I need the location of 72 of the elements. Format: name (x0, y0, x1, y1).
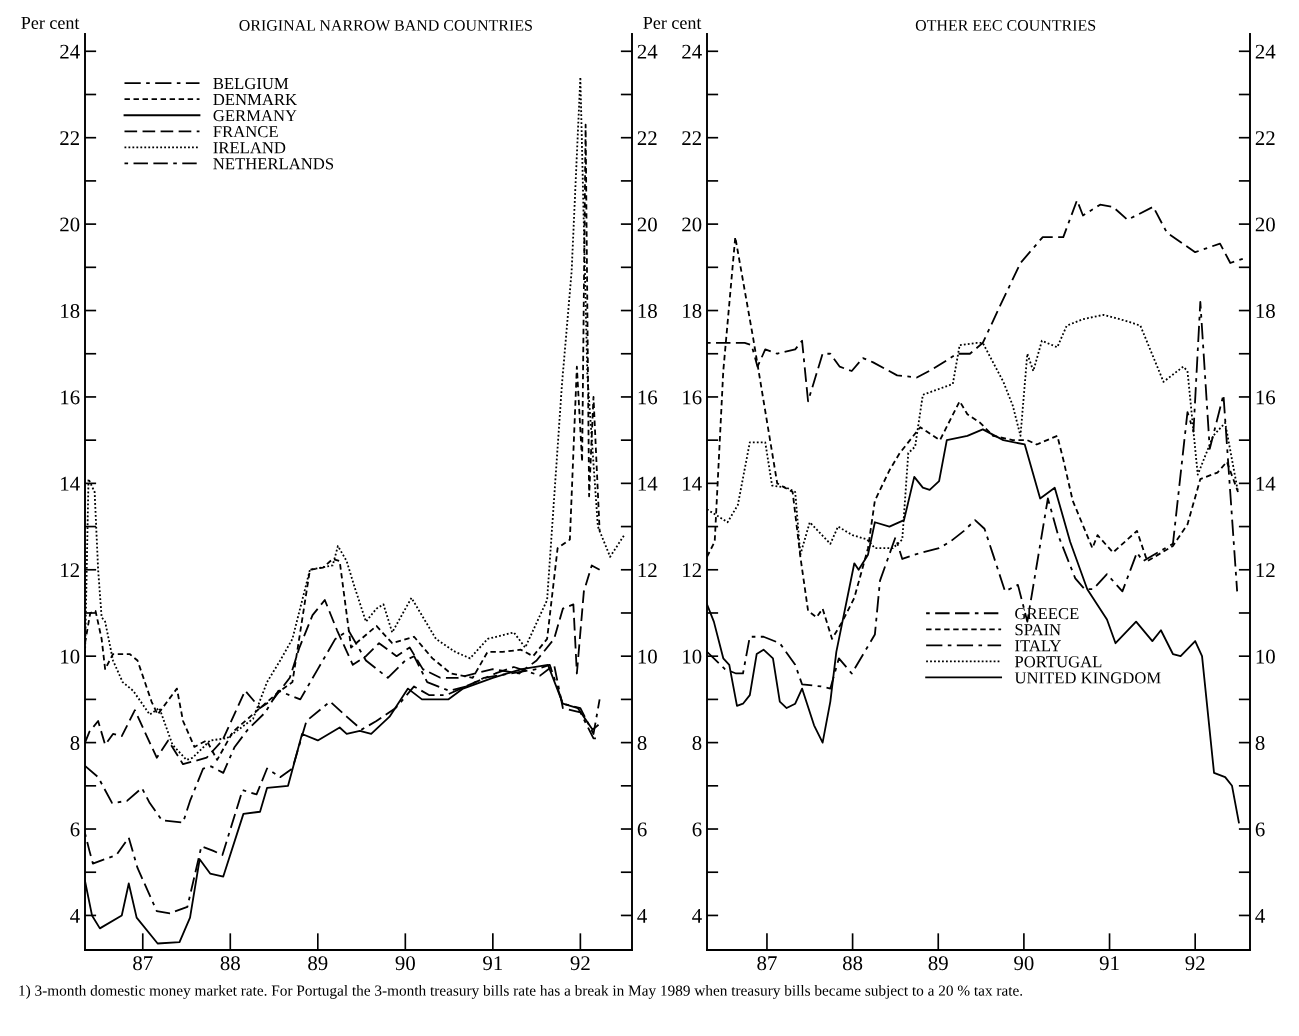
y2-tick-label: 10 (1256, 649, 1275, 664)
y-tick-label: 12 (683, 563, 701, 577)
legend-label: SPAIN (1015, 624, 1061, 636)
y2-tick-label: 12 (638, 563, 657, 577)
x-tick-label: 90 (1014, 956, 1034, 971)
y2-tick-label: 22 (637, 131, 657, 145)
y-tick-label: 6 (70, 822, 80, 837)
x-tick-label: 90 (395, 956, 415, 971)
y-tick-label: 22 (682, 131, 701, 145)
x-tick-label: 88 (220, 956, 240, 971)
legend-label: FRANCE (213, 126, 278, 138)
y2-tick-label: 10 (638, 649, 657, 664)
y-tick-label: 6 (692, 822, 702, 837)
legend-label: GREECE (1015, 608, 1079, 620)
y-tick-label: 14 (61, 476, 80, 491)
x-tick-label: 91 (483, 956, 503, 971)
legend-label: BELGIUM (213, 77, 289, 90)
x-tick-label: 89 (928, 956, 948, 971)
x-tick-label: 92 (1185, 956, 1205, 971)
y-tick-label: 10 (683, 649, 702, 664)
y-axis-title: Per cent (643, 16, 702, 29)
legend-label: UNITED KINGDOM (1014, 672, 1161, 684)
y-tick-label: 14 (683, 476, 702, 491)
y2-tick-label: 16 (1256, 390, 1276, 405)
y2-tick-label: 16 (638, 390, 658, 405)
x-tick-label: 89 (308, 956, 328, 971)
y-tick-label: 8 (70, 735, 80, 751)
y-tick-label: 16 (683, 390, 702, 405)
y2-tick-label: 14 (1256, 476, 1276, 491)
y2-tick-label: 20 (637, 217, 657, 232)
legend-label: ITALY (1015, 640, 1062, 652)
y-tick-label: 12 (61, 563, 79, 577)
y2-tick-label: 24 (637, 44, 658, 59)
y2-tick-label: 12 (1256, 563, 1275, 577)
y2-tick-label: 24 (1255, 44, 1276, 59)
y-tick-label: 24 (60, 44, 80, 59)
chart-title: OTHER EEC COUNTRIES (915, 20, 1096, 31)
y-tick-label: 22 (60, 131, 79, 145)
y-tick-label: 24 (682, 44, 702, 59)
legend-label: NETHERLANDS (213, 158, 334, 170)
y-tick-label: 18 (683, 303, 702, 318)
y-tick-label: 20 (60, 217, 80, 232)
y-tick-label: 10 (61, 649, 80, 664)
y-tick-label: 8 (692, 735, 702, 751)
y2-tick-label: 14 (638, 476, 658, 491)
y2-tick-label: 8 (1255, 735, 1265, 751)
y2-tick-label: 6 (1255, 822, 1265, 837)
y2-tick-label: 8 (637, 735, 647, 751)
chart-title: ORIGINAL NARROW BAND COUNTRIES (239, 20, 532, 31)
y-tick-label: 20 (682, 217, 702, 232)
text: 1) 3-month domestic money market rate. For Portugal the 3-month treasury bills rate has a break in May 1989 when treasury bills became subject to a 20 % tax rate. (19, 985, 1023, 999)
y2-tick-label: 6 (637, 822, 647, 837)
y-axis-title: Per cent (21, 16, 80, 29)
x-tick-label: 92 (570, 956, 590, 971)
y-tick-label: 4 (692, 908, 702, 923)
x-tick-label: 87 (757, 956, 777, 971)
x-tick-label: 91 (1099, 956, 1119, 971)
y2-tick-label: 18 (638, 303, 657, 318)
legend-label: DENMARK (213, 94, 297, 106)
legend-label: IRELAND (213, 142, 286, 154)
y2-tick-label: 20 (1255, 217, 1275, 232)
x-tick-label: 88 (842, 956, 863, 971)
y2-tick-label: 4 (637, 908, 647, 923)
y-tick-label: 4 (70, 908, 80, 923)
y2-tick-label: 18 (1256, 303, 1275, 318)
y-tick-label: 18 (61, 303, 80, 318)
y-tick-label: 16 (61, 390, 80, 405)
y2-tick-label: 22 (1255, 131, 1275, 145)
legend-label: PORTUGAL (1014, 656, 1102, 668)
y2-tick-label: 4 (1255, 908, 1265, 923)
x-tick-label: 87 (133, 956, 153, 971)
legend-label: GERMANY (213, 110, 297, 122)
